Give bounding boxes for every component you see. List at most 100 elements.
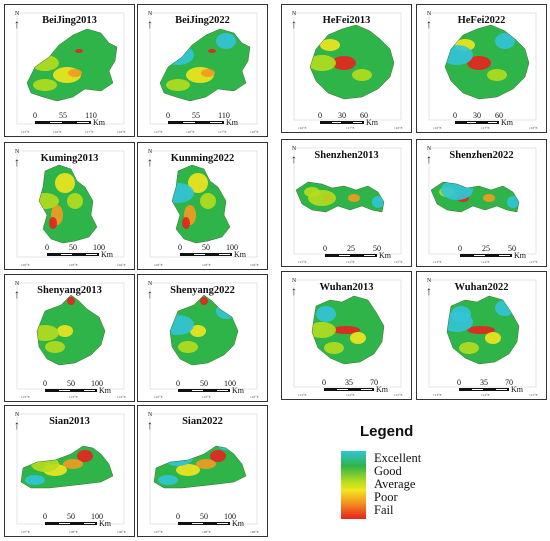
scale-bar-segments — [178, 522, 230, 525]
longitude-tick-label: 114°E — [346, 260, 355, 264]
map-sian2022 — [149, 413, 258, 525]
landcover-patch — [196, 459, 216, 469]
scale-bar: 0 55 110 Km — [33, 111, 105, 133]
longitude-tick-label: 117°E — [481, 126, 490, 130]
longitude-tick-label: 115°E — [394, 260, 403, 264]
north-arrow-icon: N ↑ — [423, 11, 435, 30]
map-wuhan2013 — [293, 279, 402, 388]
north-arrow-glyph: ↑ — [426, 17, 432, 31]
landcover-patch — [308, 190, 336, 206]
scale-bar-segments — [320, 121, 364, 124]
longitude-tick-label: 116°E — [53, 130, 62, 134]
scale-bar-segments — [324, 388, 374, 391]
landcover-patch — [200, 297, 208, 305]
map-panel-shenzhen2013: Shenzhen2013 N ↑ 113°E 114°E 115°E 0 25 50 Km — [281, 139, 412, 267]
scale-value: 30 — [473, 111, 481, 120]
scale-bar-segments — [45, 522, 97, 525]
longitude-tick-label: 118°E — [250, 130, 259, 134]
north-arrow-glyph: ↑ — [14, 155, 20, 169]
landcover-patch — [158, 475, 178, 485]
scale-unit: Km — [93, 118, 105, 127]
scale-bar-segments — [455, 121, 499, 124]
scale-bar-segments — [168, 121, 224, 124]
landcover-patch — [350, 332, 366, 344]
map-shenyang2013 — [16, 282, 125, 390]
north-label: N — [14, 281, 20, 287]
landcover-patch — [176, 464, 200, 476]
scale-unit: Km — [232, 519, 244, 528]
landcover-patch — [201, 69, 215, 77]
scale-value: 35 — [480, 378, 488, 387]
north-arrow-glyph: ↑ — [147, 418, 153, 432]
north-arrow-glyph: ↑ — [426, 152, 432, 166]
scale-value: 50 — [69, 243, 77, 252]
landcover-patch — [172, 183, 194, 203]
scale-bar: 0 50 100 Km — [176, 512, 244, 534]
north-arrow-icon: N ↑ — [288, 11, 300, 30]
map-panel-beijing2013: BeiJing2013 N ↑ 115°E 116°E 117°E 118°E 0 55 110 K… — [4, 4, 135, 137]
scale-value: 55 — [59, 111, 67, 120]
longitude-tick-label: 102°E — [21, 263, 30, 267]
longitude-tick-label: 117°E — [346, 126, 355, 130]
landcover-patch — [68, 69, 82, 77]
north-arrow-glyph: ↑ — [291, 284, 297, 298]
scale-value: 100 — [224, 512, 236, 521]
scale-value: 0 — [45, 243, 49, 252]
longitude-tick-label: 113°E — [298, 260, 307, 264]
longitude-tick-label: 107°E — [21, 530, 30, 534]
landcover-patch — [445, 45, 473, 65]
scale-bar: 0 50 100 Km — [43, 379, 111, 401]
map-title: Shenzhen2022 — [449, 150, 514, 161]
longitude-tick-label: 118°E — [117, 130, 126, 134]
map-shenzhen2013 — [293, 147, 402, 255]
region-outline — [38, 164, 98, 244]
map-wuhan2022 — [428, 279, 537, 388]
scale-bar-segments — [459, 388, 509, 391]
map-panel-kunming2013: Kuming2013 N ↑ 102°E 103°E 104°E 0 50 100 Km — [4, 142, 135, 270]
longitude-tick-label: 109°E — [250, 530, 259, 534]
map-hefei2022 — [428, 12, 537, 121]
north-arrow-icon: N ↑ — [423, 146, 435, 165]
north-arrow-glyph: ↑ — [147, 155, 153, 169]
landcover-patch — [49, 217, 57, 229]
scale-value: 0 — [176, 379, 180, 388]
region-outline — [36, 294, 106, 366]
longitude-tick-label: 123°E — [69, 395, 78, 399]
north-label: N — [14, 412, 20, 418]
map-title: Shenzhen2013 — [314, 150, 379, 161]
longitude-tick-label: 118°E — [529, 126, 538, 130]
map-frame — [428, 279, 537, 388]
north-arrow-glyph: ↑ — [14, 418, 20, 432]
scale-value: 70 — [370, 378, 378, 387]
scale-bar: 0 30 60 Km — [453, 111, 513, 133]
north-arrow-icon: N ↑ — [144, 11, 156, 30]
scale-unit: Km — [379, 251, 391, 260]
landcover-patch — [208, 49, 216, 53]
scale-value: 60 — [495, 111, 503, 120]
scale-value: 0 — [166, 111, 170, 120]
scale-bar: 0 50 100 Km — [178, 243, 246, 265]
scale-value: 100 — [91, 379, 103, 388]
map-title: BeiJing2013 — [42, 15, 97, 26]
map-frame — [16, 12, 125, 125]
landcover-patch — [67, 193, 83, 209]
map-title: Sian2022 — [182, 416, 223, 427]
scale-bar-segments — [45, 389, 97, 392]
landcover-patch — [75, 49, 83, 53]
landcover-patch — [507, 196, 519, 208]
north-label: N — [147, 149, 153, 155]
landcover-patch — [216, 171, 230, 187]
north-arrow-icon: N ↑ — [423, 278, 435, 297]
scale-unit: Km — [376, 385, 388, 394]
scale-value: 0 — [176, 512, 180, 521]
longitude-tick-label: 107°E — [154, 530, 163, 534]
longitude-tick-label: 114°E — [346, 393, 355, 397]
landcover-patch — [39, 193, 59, 209]
legend-title: Legend — [360, 423, 414, 440]
north-arrow-icon: N ↑ — [288, 146, 300, 165]
landcover-patch — [188, 173, 208, 193]
north-label: N — [291, 278, 297, 284]
landcover-patch — [487, 69, 507, 81]
scale-unit: Km — [511, 385, 523, 394]
landcover-patch — [31, 456, 59, 472]
